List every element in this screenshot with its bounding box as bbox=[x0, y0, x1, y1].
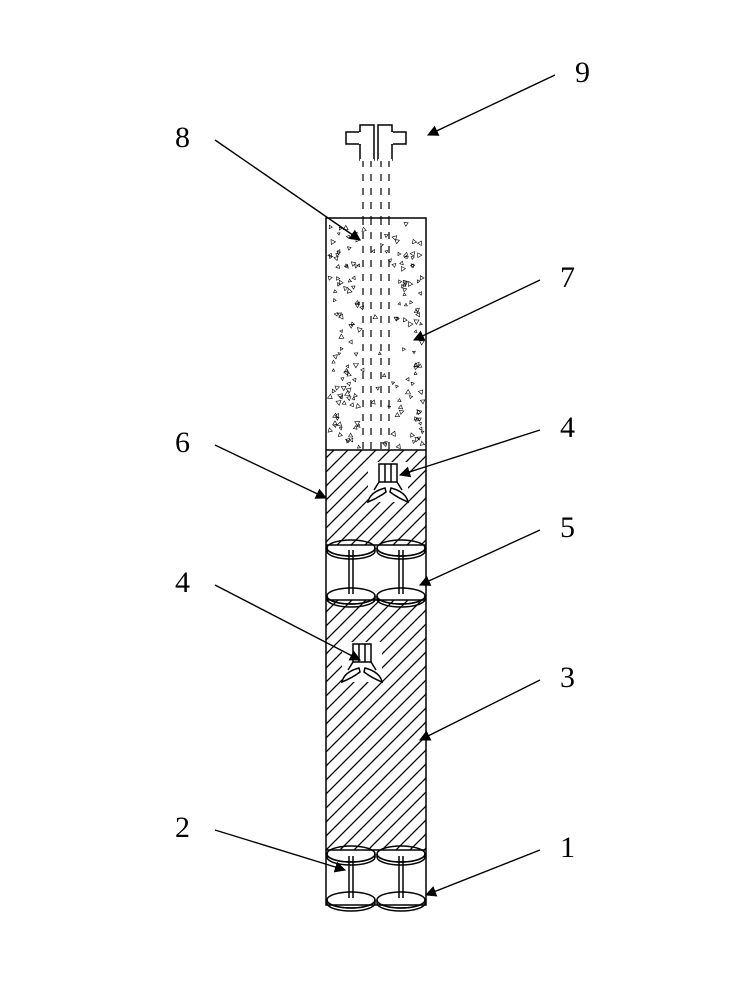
leader-line-9 bbox=[428, 75, 555, 135]
leader-line-5 bbox=[420, 530, 540, 585]
label-5: 5 bbox=[560, 511, 575, 544]
leader-line-1 bbox=[426, 850, 540, 895]
label-9: 9 bbox=[575, 56, 590, 89]
leader-line-3 bbox=[420, 680, 540, 740]
label-4a: 4 bbox=[560, 411, 575, 444]
label-4b: 4 bbox=[175, 566, 190, 599]
leader-line-6 bbox=[215, 445, 326, 498]
label-2: 2 bbox=[175, 811, 190, 844]
leader-line-7 bbox=[414, 280, 540, 340]
label-8: 8 bbox=[175, 121, 190, 154]
label-1: 1 bbox=[560, 831, 575, 864]
leader-line-8 bbox=[215, 140, 360, 240]
label-7: 7 bbox=[560, 261, 575, 294]
label-6: 6 bbox=[175, 426, 190, 459]
label-3: 3 bbox=[560, 661, 575, 694]
